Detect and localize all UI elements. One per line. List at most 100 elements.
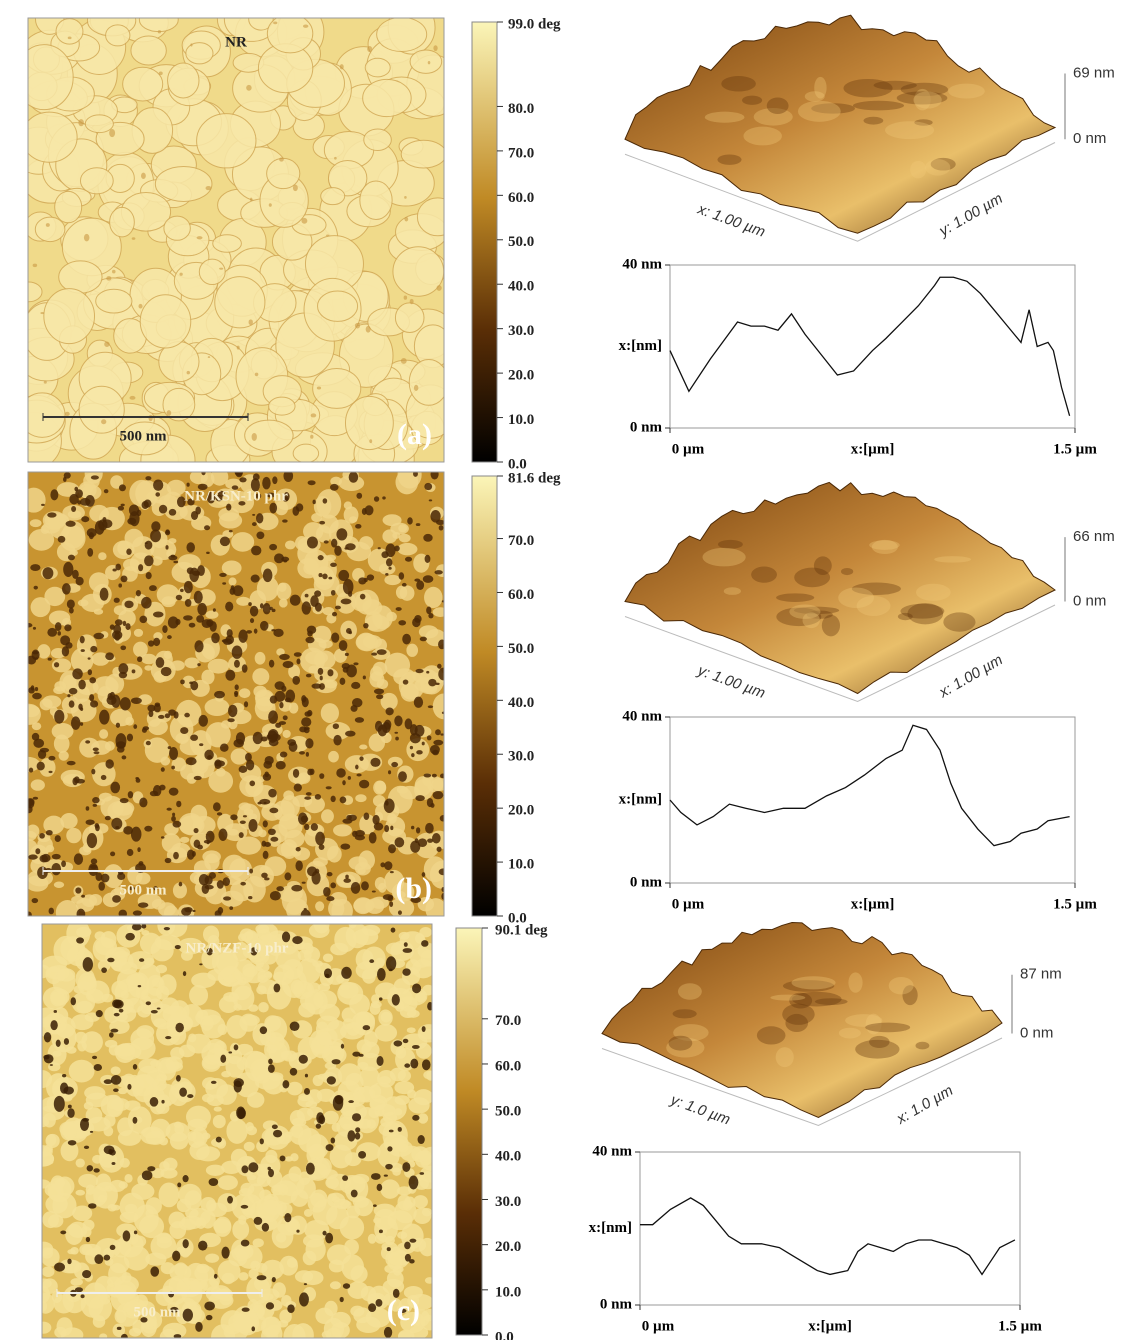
pore [292,768,300,778]
pore [259,603,264,609]
x-axis-label: x:[µm] [808,1318,852,1334]
pore [373,688,385,695]
pore [380,862,386,868]
pore [93,1063,103,1071]
pore [369,959,375,963]
pore [330,795,336,803]
pore [359,779,370,789]
pore [109,624,115,630]
pore [331,632,340,643]
pore [93,751,100,755]
grain [288,1123,312,1145]
grain [394,1080,415,1095]
pore [433,739,444,746]
pore [254,372,259,377]
colorbar [455,927,483,1336]
grain [54,190,83,224]
pore [271,608,276,613]
grain [78,385,125,434]
pore [264,755,274,765]
grain [356,1316,381,1334]
pore [371,890,376,893]
pore [138,902,149,908]
phase-image [28,18,444,462]
grain [385,816,406,837]
pore [267,1064,275,1073]
pore [54,622,62,632]
pore [233,1044,239,1051]
pore [67,554,75,561]
panel-letter: (a) [397,418,432,451]
pore [430,510,441,523]
grain [279,1309,292,1324]
pore [227,1195,233,1204]
pore [180,727,189,734]
pore [152,611,164,618]
pore [85,819,95,825]
pore [358,1151,367,1159]
profile-line [640,1197,1016,1276]
pore [278,721,287,726]
pore [339,1296,344,1303]
pore [373,1204,377,1207]
pore [288,741,298,752]
pore [421,940,429,947]
grain [196,113,257,169]
pore [330,1137,336,1144]
pore [187,498,195,506]
pore [94,1254,104,1265]
pore [432,791,444,800]
grain [158,902,176,916]
pore [385,956,397,971]
pore [120,1333,128,1338]
pore [417,1135,425,1145]
pore [234,692,238,698]
pore [358,1053,364,1057]
grain [252,668,270,686]
grain [321,809,334,824]
pore [66,599,75,609]
pore [315,831,325,846]
pore [230,814,238,821]
grain [198,258,226,286]
pore [30,564,41,571]
pore [311,683,322,689]
pore [307,709,313,717]
grain [364,57,391,78]
grain [416,197,444,237]
pore [373,496,380,502]
pore [279,701,284,709]
topo-feature [789,604,821,619]
pore [428,678,437,687]
topo-feature [717,154,742,165]
grain [239,1013,258,1032]
colorbar-label: 0.0 [508,910,527,926]
grain [30,597,51,618]
pore [217,490,226,497]
pore [208,1178,219,1186]
pore [149,585,157,592]
grain [42,1321,52,1334]
pore [166,410,172,416]
pore [64,624,72,632]
grain [204,853,220,871]
pore [178,881,183,887]
pore [32,263,38,268]
pore [251,522,257,527]
grain [187,1131,197,1141]
pore [267,828,276,836]
pore [184,907,193,913]
topo-feature [840,568,854,576]
pore [298,1054,308,1064]
grain [276,648,285,656]
pore [48,755,56,761]
grain [382,1278,405,1295]
pore [239,477,247,483]
grain [122,1073,136,1088]
pore [322,1230,327,1236]
grain [367,1233,377,1244]
pore [291,884,303,892]
pore [355,1127,361,1133]
grain [338,982,359,999]
grain [28,111,78,163]
